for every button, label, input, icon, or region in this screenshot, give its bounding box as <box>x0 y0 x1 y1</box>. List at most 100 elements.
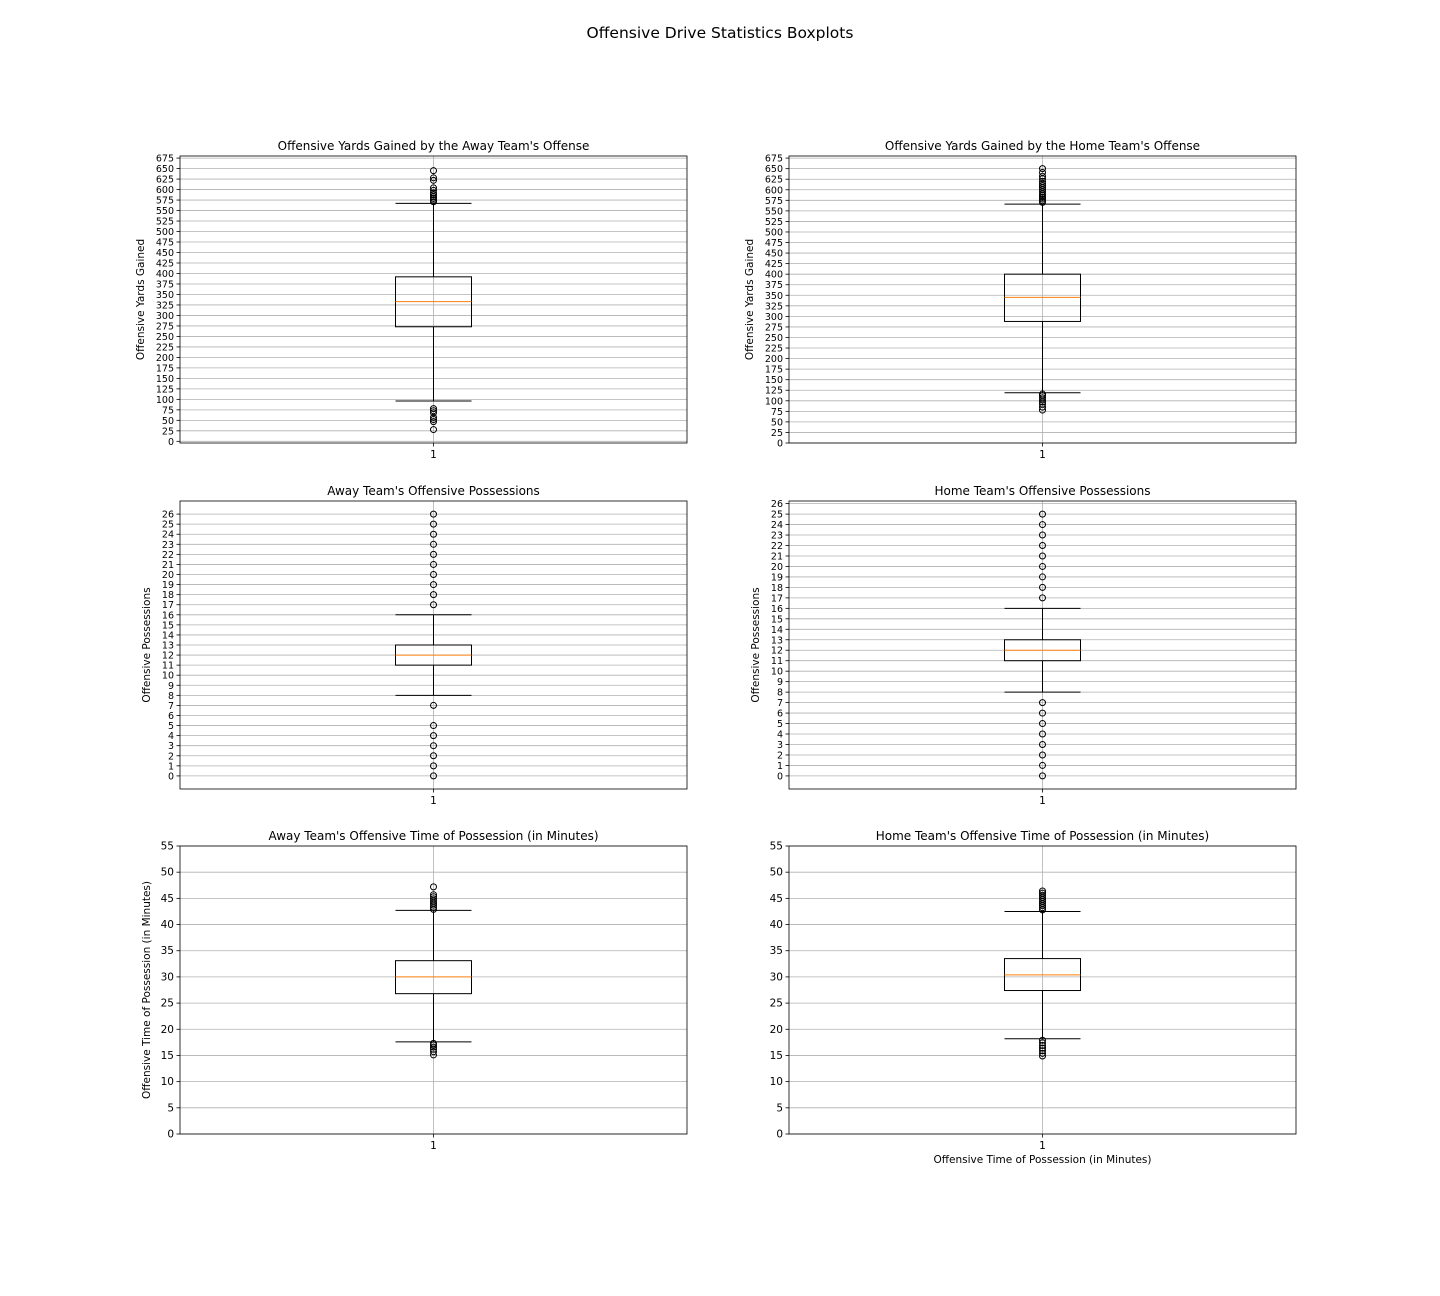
y-tick-label: 375 <box>156 279 174 290</box>
y-tick-label: 21 <box>771 551 783 562</box>
y-tick-label: 150 <box>765 375 783 386</box>
outlier-point <box>1039 761 1046 769</box>
y-tick-label: 350 <box>156 290 174 301</box>
outlier-point <box>1039 573 1046 581</box>
outlier-point <box>1039 709 1046 717</box>
y-tick-label: 16 <box>771 604 783 615</box>
outlier-point <box>1039 1042 1046 1050</box>
y-tick-label: 225 <box>765 344 783 355</box>
y-tick-label: 50 <box>771 417 783 428</box>
y-tick-label: 15 <box>161 1050 174 1062</box>
outlier-point <box>1039 542 1046 550</box>
chart-title: Offensive Yards Gained by the Home Team'… <box>885 139 1200 153</box>
outlier-point <box>430 540 437 548</box>
y-tick-label: 11 <box>771 656 783 667</box>
y-tick-label: 25 <box>162 520 174 531</box>
y-tick-label: 450 <box>765 249 783 260</box>
y-tick-label: 18 <box>162 590 174 601</box>
outlier-point <box>1039 179 1046 187</box>
y-tick-label: 50 <box>770 867 783 879</box>
chart-panel-3: 0123456789101112131415161718192021222324… <box>141 484 688 807</box>
y-tick-label: 675 <box>765 154 783 165</box>
y-tick-label: 425 <box>765 259 783 270</box>
outlier-point <box>1039 891 1046 899</box>
y-tick-label: 325 <box>765 301 783 312</box>
y-tick-label: 40 <box>770 919 783 931</box>
y-tick-label: 30 <box>161 971 174 983</box>
y-tick-label: 25 <box>770 998 783 1010</box>
y-tick-label: 25 <box>771 510 783 521</box>
y-tick-label: 575 <box>765 196 783 207</box>
y-tick-label: 6 <box>777 709 783 720</box>
chart-panel-5: 0 5 10 15 20 25 30 35 40 45 50 55 1 Away Team's Offen… <box>141 829 688 1152</box>
y-tick-label: 20 <box>162 570 174 581</box>
outlier-point <box>430 184 437 192</box>
chart-title: Offensive Yards Gained by the Away Team'… <box>278 139 590 153</box>
outlier-point <box>430 1048 437 1056</box>
outlier-point <box>430 722 437 730</box>
y-tick-label: 9 <box>168 681 174 692</box>
y-tick-label: 300 <box>765 312 783 323</box>
chart-title: Home Team's Offensive Possessions <box>935 484 1151 498</box>
y-tick-label: 0 <box>777 439 783 450</box>
y-tick-label: 2 <box>168 751 174 762</box>
y-tick-label: 30 <box>770 971 783 983</box>
y-tick-label: 200 <box>156 353 174 364</box>
y-tick-label: 175 <box>156 363 174 374</box>
outlier-point <box>430 895 437 903</box>
y-tick-label: 1 <box>777 761 783 772</box>
chart-panel-1: 0255075100125150175200225250275300325350… <box>135 139 688 461</box>
y-tick-label: 4 <box>168 731 174 742</box>
outlier-point <box>430 701 437 709</box>
y-tick-label: 9 <box>777 677 783 688</box>
outlier-point <box>1039 531 1046 539</box>
outlier-point <box>1039 1049 1046 1057</box>
outlier-point <box>1039 699 1046 707</box>
outlier-point <box>1039 562 1046 570</box>
outlier-point <box>430 405 437 413</box>
outlier-point <box>430 418 437 426</box>
y-tick-label: 500 <box>156 227 174 238</box>
y-axis-label: Offensive Yards Gained <box>135 239 147 360</box>
y-tick-label: 2 <box>777 750 783 761</box>
outlier-point <box>1039 168 1046 176</box>
y-tick-label: 625 <box>765 175 783 186</box>
outlier-point <box>1039 182 1046 190</box>
y-tick-label: 8 <box>168 691 174 702</box>
y-tick-label: 17 <box>771 593 783 604</box>
y-tick-label: 275 <box>765 322 783 333</box>
y-tick-label: 0 <box>168 437 174 448</box>
y-tick-label: 12 <box>162 651 174 662</box>
y-tick-label: 75 <box>771 407 783 418</box>
y-tick-label: 13 <box>771 635 783 646</box>
y-tick-label: 15 <box>162 620 174 631</box>
y-tick-label: 7 <box>777 698 783 709</box>
outlier-point <box>430 189 437 197</box>
outlier-point <box>430 601 437 609</box>
y-tick-label: 26 <box>771 499 783 510</box>
y-tick-label: 3 <box>168 741 174 752</box>
outlier-point <box>1039 1036 1046 1044</box>
outlier-point <box>1039 521 1046 529</box>
y-tick-label: 600 <box>156 185 174 196</box>
y-tick-label: 21 <box>162 560 174 571</box>
y-tick-label: 7 <box>168 701 174 712</box>
y-tick-label: 25 <box>771 428 783 439</box>
y-tick-label: 175 <box>765 365 783 376</box>
y-tick-label: 5 <box>168 721 174 732</box>
x-tick-label: 1 <box>1039 449 1046 461</box>
y-tick-label: 350 <box>765 291 783 302</box>
outlier-point <box>430 409 437 417</box>
y-tick-label: 14 <box>162 630 174 641</box>
y-tick-label: 450 <box>156 248 174 259</box>
outlier-point <box>430 520 437 528</box>
y-tick-label: 26 <box>162 510 174 521</box>
y-tick-label: 19 <box>771 572 783 583</box>
y-tick-label: 675 <box>156 154 174 165</box>
y-tick-label: 400 <box>156 269 174 280</box>
y-tick-label: 375 <box>765 280 783 291</box>
y-tick-label: 40 <box>161 919 174 931</box>
y-axis-label: Offensive Possessions <box>750 587 762 702</box>
outlier-point <box>1039 394 1046 402</box>
chart-panel-4: 0123456789101112131415161718192021222324… <box>750 484 1297 807</box>
